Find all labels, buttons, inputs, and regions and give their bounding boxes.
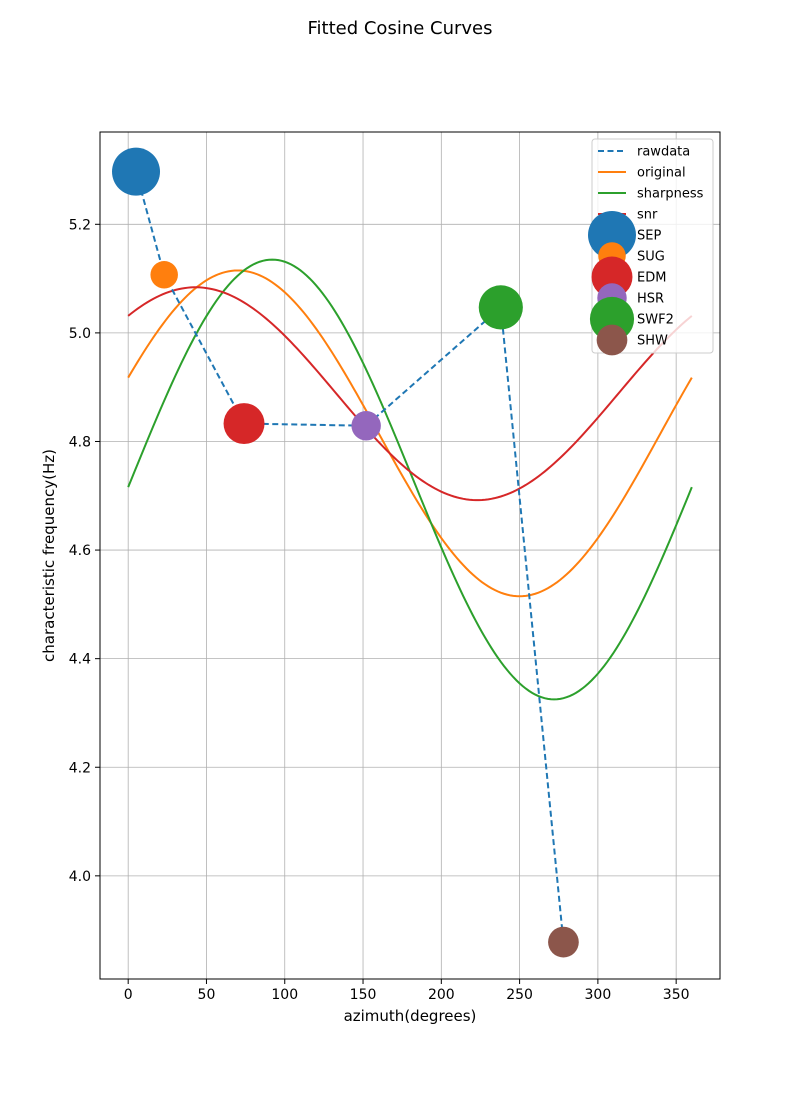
station-markers <box>112 147 579 958</box>
x-tick-label: 250 <box>506 987 533 1003</box>
legend-label: original <box>637 166 686 181</box>
series-line-original <box>127 269 693 598</box>
y-tick-label: 4.2 <box>69 760 91 776</box>
x-tick-label: 0 <box>124 987 133 1003</box>
legend-label: SEP <box>637 229 661 244</box>
y-tick-label: 5.0 <box>69 326 91 342</box>
y-axis-label: characteristic frequency(Hz) <box>40 449 58 662</box>
rawdata-line <box>135 171 565 943</box>
legend-label: SHW <box>637 334 668 349</box>
station-marker-swf2 <box>478 285 523 330</box>
legend-marker-edm <box>591 256 633 298</box>
station-marker-sep <box>112 147 161 196</box>
station-marker-edm <box>223 403 265 445</box>
x-tick-label: 50 <box>198 987 216 1003</box>
x-tick-label: 100 <box>271 987 298 1003</box>
y-axis: 4.0 4.2 4.4 4.6 4.8 5.0 5.2 <box>69 217 100 885</box>
y-tick-label: 5.2 <box>69 217 91 233</box>
legend: rawdata original sharpness snr SEP SUG EDM HSR S… <box>588 138 714 356</box>
legend-label: snr <box>637 208 658 223</box>
x-tick-label: 200 <box>428 987 455 1003</box>
series-line-snr <box>127 286 693 502</box>
chart-title: Fitted Cosine Curves <box>307 18 493 39</box>
y-tick-label: 4.8 <box>69 434 91 450</box>
station-marker-sug <box>150 261 178 289</box>
legend-label: EDM <box>637 271 666 286</box>
legend-label: HSR <box>637 292 664 307</box>
station-marker-hsr <box>351 411 381 441</box>
y-tick-label: 4.0 <box>69 869 91 885</box>
grid <box>100 132 720 979</box>
x-axis: 0 50 100 150 200 250 300 350 <box>124 979 690 1003</box>
legend-label: sharpness <box>637 187 704 202</box>
y-tick-label: 4.4 <box>69 652 91 668</box>
plot-frame <box>99 131 721 980</box>
x-axis-label: azimuth(degrees) <box>344 1007 477 1025</box>
x-tick-label: 350 <box>663 987 690 1003</box>
legend-label: rawdata <box>637 145 690 160</box>
x-tick-label: 300 <box>585 987 612 1003</box>
legend-label: SWF2 <box>637 313 674 328</box>
legend-marker-shw <box>596 324 628 356</box>
station-marker-shw <box>548 926 579 958</box>
legend-marker-sep <box>588 211 636 259</box>
legend-label: SUG <box>637 250 665 265</box>
x-tick-label: 150 <box>350 987 377 1003</box>
y-tick-label: 4.6 <box>69 543 91 559</box>
fitted-curves <box>127 171 693 943</box>
